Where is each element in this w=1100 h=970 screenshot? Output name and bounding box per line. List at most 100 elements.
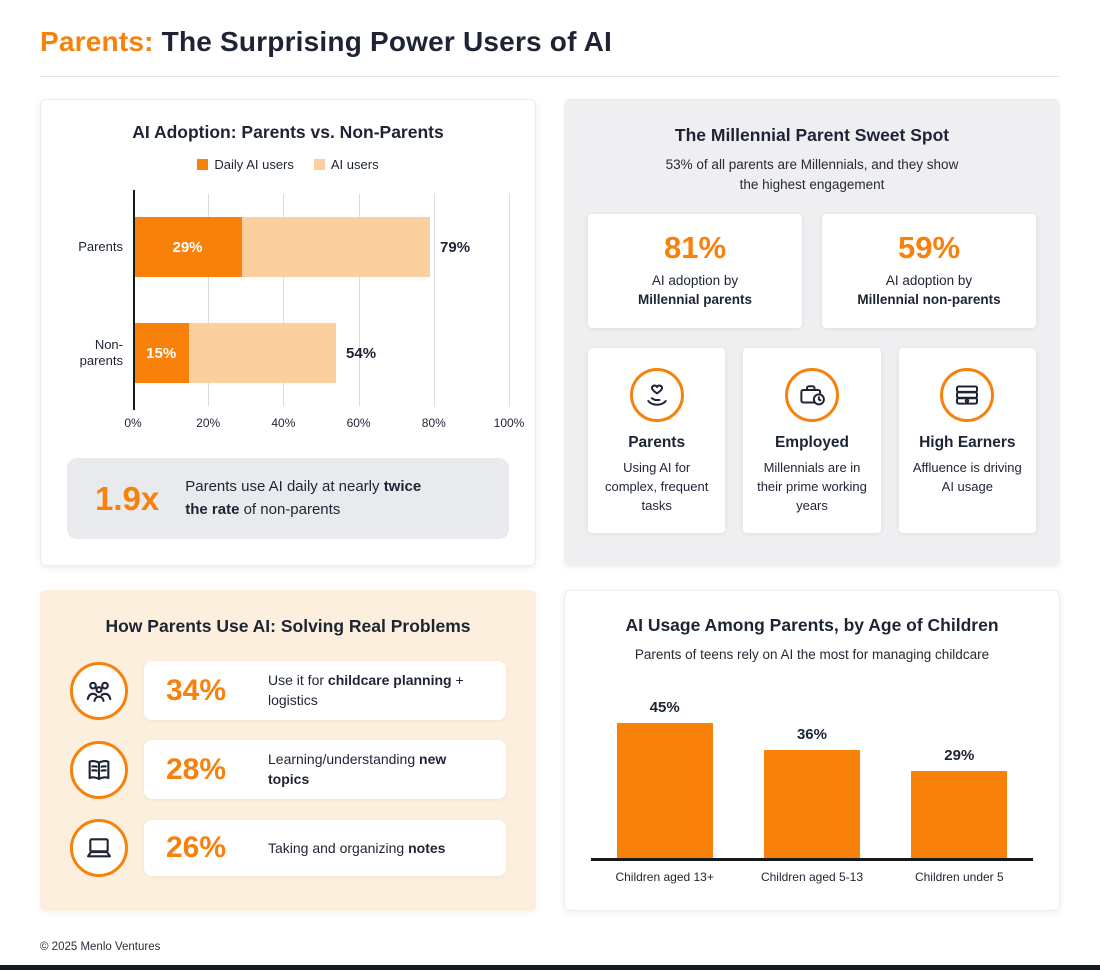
x-tick-label: 60% xyxy=(346,416,371,430)
bar-value-label: 29% xyxy=(944,746,975,764)
legend-label-daily: Daily AI users xyxy=(214,157,294,172)
category-label: Children under 5 xyxy=(914,869,1004,884)
bar-daily-value-label: 29% xyxy=(172,238,203,256)
y-axis-labels: Parents Non-parents xyxy=(67,194,133,406)
stat-line-text: AI adoption by xyxy=(651,273,739,289)
millennial-title: The Millennial Parent Sweet Spot xyxy=(674,125,950,145)
page-title: Parents: The Surprising Power Users of A… xyxy=(40,26,1060,58)
usage-text-pre: Learning/understanding xyxy=(268,751,420,768)
gridline xyxy=(509,194,510,406)
feature-title: Parents xyxy=(628,433,686,451)
legend-swatch-ai-users xyxy=(313,159,325,170)
x-axis-tick-labels: 0% 20% 40% 60% 80% 100% xyxy=(124,416,524,432)
stat-callout: 1.9x Parents use AI daily at nearly twic… xyxy=(67,458,509,539)
stat-callout-value: 1.9x xyxy=(95,479,160,517)
bar-5-13 xyxy=(763,749,860,858)
bar-daily-parents: 29% xyxy=(133,217,243,277)
feature-title: High Earners xyxy=(919,433,1016,451)
x-tick-label: 0% xyxy=(124,416,142,430)
chart-legend: Daily AI users AI users xyxy=(67,157,509,172)
bar-daily-value-label: 15% xyxy=(146,344,177,362)
vertical-bar-chart: 45% 36% 29% Children aged 13+ Children a… xyxy=(591,689,1033,884)
feature-cards-row: Parents Using AI for complex, frequent t… xyxy=(588,347,1036,534)
stat-value: 81% xyxy=(663,230,727,266)
usage-value: 28% xyxy=(166,752,227,786)
briefcase-clock-icon xyxy=(784,367,839,422)
gridline xyxy=(433,194,435,406)
bar-column-5-13: 36% xyxy=(739,689,885,858)
feature-title: Employed xyxy=(774,433,850,451)
bar-row-parents: 29% 79% xyxy=(133,217,509,277)
x-tick-label: 40% xyxy=(271,416,296,430)
usage-rows: 34% Use it for childcare planning + logi… xyxy=(70,661,506,878)
age-chart-subtitle: Parents of teens rely on AI the most for… xyxy=(634,647,990,662)
stat-callout-text: Parents use AI daily at nearly twice the… xyxy=(185,476,425,521)
y-axis-line xyxy=(133,190,135,410)
usage-text: Learning/understanding new topics xyxy=(268,750,484,789)
usage-text-post: + logistics xyxy=(268,672,464,708)
usage-row-childcare: 34% Use it for childcare planning + logi… xyxy=(70,661,506,721)
age-chart-panel: AI Usage Among Parents, by Age of Childr… xyxy=(564,590,1060,911)
plot-area: 29% 79% 15% 54% xyxy=(133,190,510,410)
callout-text-bold: twice the rate xyxy=(185,478,422,518)
adoption-title: AI Adoption: Parents vs. Non-Parents xyxy=(132,122,444,142)
x-tick-label: 80% xyxy=(421,416,446,430)
category-label: Children aged 5-13 xyxy=(760,869,864,884)
x-tick-label: 20% xyxy=(196,416,221,430)
usage-card: 34% Use it for childcare planning + logi… xyxy=(144,661,506,721)
page-title-main: The Surprising Power Users of AI xyxy=(153,26,612,57)
feature-description: Millennials are in their prime working y… xyxy=(757,459,867,513)
callout-text-post: of non-parents xyxy=(239,500,341,518)
stat-card-millennial-parents: 81% AI adoption by Millennial parents xyxy=(588,214,802,328)
millennial-panel: The Millennial Parent Sweet Spot 53% of … xyxy=(564,99,1060,566)
usage-value: 34% xyxy=(166,673,227,707)
laptop-icon xyxy=(70,819,128,878)
usage-panel: How Parents Use AI: Solving Real Problem… xyxy=(40,590,536,911)
usage-text-pre: Taking and organizing xyxy=(268,839,409,856)
stat-card-millennial-non-parents: 59% AI adoption by Millennial non-parent… xyxy=(822,214,1036,328)
usage-title: How Parents Use AI: Solving Real Problem… xyxy=(105,616,471,636)
category-label-non-parents: Non-parents xyxy=(79,336,123,368)
stat-description: AI adoption by Millennial parents xyxy=(600,272,790,310)
stat-line-text: AI adoption by xyxy=(885,273,973,289)
content-grid: AI Adoption: Parents vs. Non-Parents Dai… xyxy=(40,99,1060,911)
gridline xyxy=(358,194,360,406)
usage-text-pre: Use it for xyxy=(268,672,328,688)
bar-daily-non-parents: 15% xyxy=(133,323,190,383)
feature-description: Affluence is driving AI usage xyxy=(912,459,1022,494)
gridline xyxy=(283,194,285,406)
adoption-chart-panel: AI Adoption: Parents vs. Non-Parents Dai… xyxy=(40,99,536,566)
bar-total-value-label: 54% xyxy=(346,344,377,362)
feature-card-high-earners: High Earners Affluence is driving AI usa… xyxy=(898,347,1036,534)
bar-column-under-5: 29% xyxy=(886,689,1032,858)
category-label: Children aged 13+ xyxy=(615,869,714,884)
gridline xyxy=(208,194,210,406)
usage-row-learning: 28% Learning/understanding new topics xyxy=(70,740,506,800)
feature-card-employed: Employed Millennials are in their prime … xyxy=(743,347,881,534)
title-divider xyxy=(40,76,1060,77)
usage-text: Taking and organizing notes xyxy=(268,839,445,859)
callout-text-pre: Parents use AI daily at nearly xyxy=(185,478,384,495)
usage-text: Use it for childcare planning + logistic… xyxy=(268,671,484,710)
bar-row-non-parents: 15% 54% xyxy=(133,323,509,383)
bottom-border-bar xyxy=(0,964,1100,970)
bar-columns: 45% 36% 29% xyxy=(591,689,1033,861)
copyright-text: © 2025 Menlo Ventures xyxy=(40,940,161,953)
usage-row-notes: 26% Taking and organizing notes xyxy=(70,819,506,878)
page-title-accent: Parents: xyxy=(40,26,154,57)
bar-total-value-label: 79% xyxy=(440,238,471,256)
age-chart-title: AI Usage Among Parents, by Age of Childr… xyxy=(625,615,999,635)
category-label-parents: Parents xyxy=(78,238,123,254)
usage-card: 26% Taking and organizing notes xyxy=(144,820,506,877)
bar-column-13-plus: 45% xyxy=(592,689,738,858)
legend-item-ai-users: AI users xyxy=(313,157,379,172)
stat-line-bold: Millennial non-parents xyxy=(857,292,1001,308)
bar-value-label: 36% xyxy=(796,725,827,743)
family-icon xyxy=(70,661,128,720)
feature-description: Using AI for complex, frequent tasks xyxy=(604,459,709,513)
money-stack-icon xyxy=(940,367,995,422)
book-icon xyxy=(70,740,128,799)
x-axis-category-labels: Children aged 13+ Children aged 5-13 Chi… xyxy=(591,870,1033,884)
stat-value: 59% xyxy=(897,230,961,266)
usage-text-bold: childcare planning xyxy=(327,672,452,688)
